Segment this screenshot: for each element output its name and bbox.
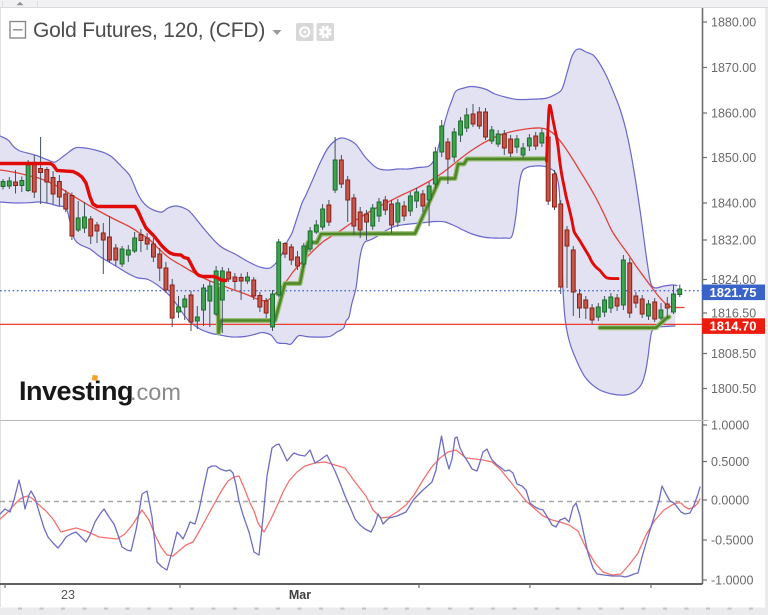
svg-text:0.5000: 0.5000 xyxy=(711,455,749,469)
svg-text:1880.00: 1880.00 xyxy=(711,16,756,30)
svg-text:1832.00: 1832.00 xyxy=(711,234,756,248)
svg-text:-1.0000: -1.0000 xyxy=(711,574,753,588)
svg-text:Gold Futures, 120, (CFD): Gold Futures, 120, (CFD) xyxy=(33,19,265,42)
svg-text:Mar: Mar xyxy=(289,588,311,602)
svg-text:1814.70: 1814.70 xyxy=(710,319,757,334)
svg-text:0.0000: 0.0000 xyxy=(711,494,749,508)
svg-text:Investing: Investing xyxy=(19,376,133,406)
svg-text:1840.00: 1840.00 xyxy=(711,197,756,211)
svg-text:.com: .com xyxy=(130,379,181,405)
svg-text:1821.75: 1821.75 xyxy=(710,285,757,300)
svg-text:-0.5000: -0.5000 xyxy=(711,534,753,548)
svg-text:1808.50: 1808.50 xyxy=(711,347,756,361)
svg-text:1.0000: 1.0000 xyxy=(711,419,749,433)
svg-text:1860.00: 1860.00 xyxy=(711,107,756,121)
svg-text:1850.00: 1850.00 xyxy=(711,151,756,165)
svg-text:1824.00: 1824.00 xyxy=(711,273,756,287)
svg-text:1816.50: 1816.50 xyxy=(711,307,756,321)
svg-text:1800.50: 1800.50 xyxy=(711,382,756,396)
svg-text:23: 23 xyxy=(61,588,75,602)
svg-text:1870.00: 1870.00 xyxy=(711,61,756,75)
